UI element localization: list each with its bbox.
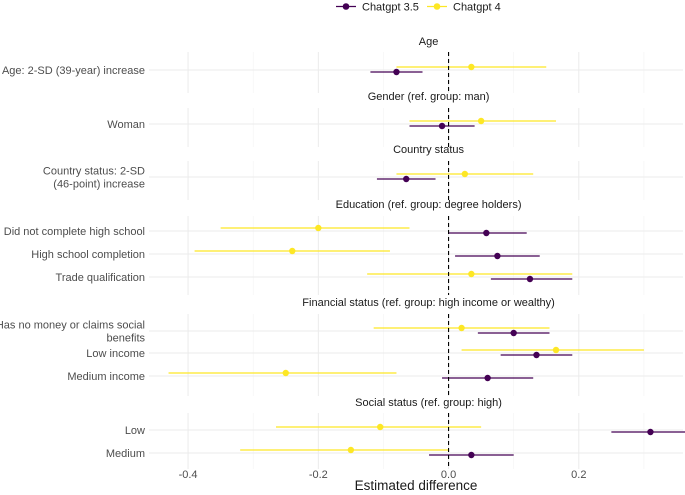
estimate-point-chatgpt-3-5 — [484, 374, 491, 382]
legend-point-chatgpt-3-5 — [342, 3, 350, 10]
row-label: Trade qualification — [56, 272, 145, 284]
panel-title: Education (ref. group: degree holders) — [336, 199, 522, 211]
panel-financial-status-ref-group-high-income-or-wealthy: Financial status (ref. group: high incom… — [0, 297, 683, 396]
estimate-point-chatgpt-3-5 — [438, 122, 446, 130]
x-tick-label: 0.0 — [441, 469, 456, 481]
estimate-point-chatgpt-3-5 — [647, 428, 654, 436]
row-label: Did not complete high school — [4, 226, 145, 238]
row-medium-income: Medium income — [67, 369, 683, 383]
estimate-point-chatgpt-3-5 — [468, 451, 475, 459]
row-label: High school completion — [31, 249, 145, 261]
panel-social-status-ref-group-high: Social status (ref. group: high) Low Mediu… — [106, 397, 685, 469]
legend: Chatgpt 3.5 Chatgpt 4 — [336, 2, 501, 14]
panel-title: Age — [419, 36, 439, 48]
row-label: Country status: 2-SD — [43, 166, 145, 178]
row-trade-qualification: Trade qualification — [56, 270, 683, 284]
panel-title: Social status (ref. group: high) — [355, 397, 502, 409]
estimate-point-chatgpt-4 — [461, 170, 469, 178]
row-age-2-sd-39-year-increase: Age: 2-SD (39-year) increase — [2, 63, 683, 77]
panel-age: Age Age: 2-SD (39-year) increase — [2, 36, 683, 93]
estimate-point-chatgpt-3-5 — [393, 68, 400, 76]
x-tick-label: -0.4 — [179, 469, 198, 481]
estimate-point-chatgpt-3-5 — [533, 351, 540, 359]
row-low: Low — [125, 423, 685, 437]
row-label: Has no money or claims social — [0, 320, 145, 332]
panel-title: Gender (ref. group: man) — [368, 91, 490, 103]
estimate-point-chatgpt-4 — [552, 346, 560, 354]
x-axis: -0.4 -0.2 0.0 0.2 — [179, 469, 587, 481]
estimate-point-chatgpt-4 — [347, 446, 355, 454]
row-label: benefits — [106, 333, 145, 345]
legend-label-chatgpt-4: Chatgpt 4 — [453, 2, 501, 14]
row-label: Woman — [107, 119, 145, 131]
estimate-point-chatgpt-4 — [315, 224, 322, 232]
panel-education-ref-group-degree-holders: Education (ref. group: degree holders) Di… — [4, 199, 683, 295]
row-woman: Woman — [107, 117, 683, 131]
panel-title: Financial status (ref. group: high incom… — [302, 297, 555, 309]
row-low-income: Low income — [86, 346, 683, 360]
panels: Age Age: 2-SD (39-year) increase Gender (r… — [0, 36, 685, 469]
row-label: Age: 2-SD (39-year) increase — [2, 65, 145, 77]
estimate-point-chatgpt-4 — [376, 423, 384, 431]
estimate-point-chatgpt-4 — [282, 369, 289, 377]
panel-gender-ref-group-man: Gender (ref. group: man) Woman — [107, 91, 683, 147]
legend-point-chatgpt-4 — [433, 3, 441, 10]
row-high-school-completion: High school completion — [31, 247, 683, 261]
estimate-point-chatgpt-3-5 — [510, 329, 517, 337]
estimate-point-chatgpt-4 — [458, 324, 465, 332]
estimate-point-chatgpt-4 — [468, 270, 475, 278]
row-label: Medium income — [67, 371, 145, 383]
estimate-point-chatgpt-3-5 — [494, 252, 501, 260]
x-axis-title: Estimated difference — [355, 478, 478, 493]
estimate-point-chatgpt-4 — [289, 247, 296, 255]
row-medium: Medium — [106, 446, 683, 460]
row-label: Low — [125, 425, 145, 437]
row-label: (46-point) increase — [53, 179, 145, 191]
x-tick-label: -0.2 — [309, 469, 328, 481]
estimate-point-chatgpt-4 — [477, 117, 485, 125]
panel-title: Country status — [393, 144, 464, 156]
x-tick-label: 0.2 — [571, 469, 586, 481]
panel-country-status: Country status Country status: 2-SD(46-po… — [43, 144, 683, 200]
row-did-not-complete-high-school: Did not complete high school — [4, 224, 683, 238]
row-country-status-2-sd-46-point-increase: Country status: 2-SD(46-point) increase — [43, 166, 683, 191]
row-label: Low income — [86, 348, 145, 360]
estimate-point-chatgpt-4 — [468, 63, 475, 71]
estimate-point-chatgpt-3-5 — [526, 275, 534, 283]
row-label: Medium — [106, 448, 145, 460]
estimate-point-chatgpt-3-5 — [483, 229, 490, 237]
estimate-point-chatgpt-3-5 — [403, 175, 410, 183]
legend-label-chatgpt-3-5: Chatgpt 3.5 — [362, 2, 419, 14]
